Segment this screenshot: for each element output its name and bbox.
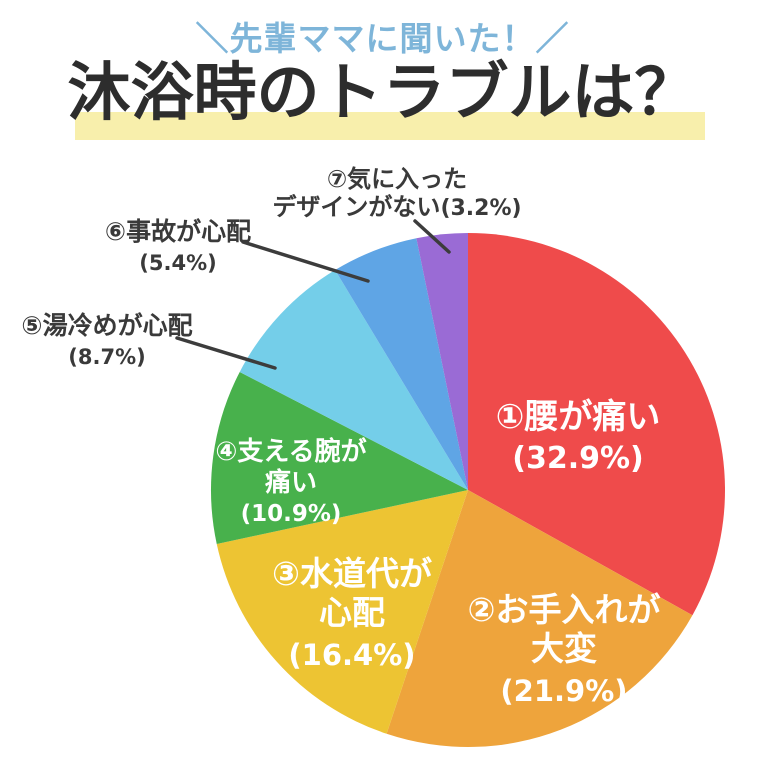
pie-slice-4: [211, 371, 468, 545]
page-title: 沐浴時のトラブルは？: [67, 56, 698, 129]
tagline: ＼先輩ママに聞いた！／: [195, 19, 570, 58]
pie-label-7: ⑦気に入った デザインがない(3.2%): [272, 165, 521, 222]
pie-label-2-percent: (21.9%): [500, 673, 628, 708]
pie-label-6-percent: (5.4%): [139, 250, 217, 275]
leader-line-slice5: [175, 336, 277, 370]
pie-label-6-text: ⑥事故が心配: [104, 217, 252, 246]
pie-label-3-text: ③水道代が: [272, 554, 432, 593]
pie-label-7-percent: (3.2%): [440, 196, 522, 222]
pie-slice-6: [335, 238, 468, 490]
pie-slice-1: [468, 233, 725, 616]
pie-label-4-text2: 痛い: [264, 467, 318, 498]
pie-label-2-text: ②お手入れが: [467, 590, 661, 629]
title-block: 沐浴時のトラブルは？: [0, 50, 765, 146]
pie-label-7-text2-part: デザインがない: [272, 193, 441, 222]
pie-label-2-text2: 大変: [530, 628, 597, 668]
pie-label-3-text2: 心配: [318, 592, 385, 632]
pie-label-4-text: ④支える腕が: [215, 437, 367, 467]
pie-label-1-percent: (32.9%): [512, 441, 644, 477]
pie-label-7-text2: デザインがない(3.2%): [272, 193, 521, 222]
pie-slices: [211, 233, 725, 747]
pie-slice-5: [239, 270, 468, 490]
pie-label-3-percent: (16.4%): [288, 637, 416, 672]
pie-label-6: ⑥事故が心配 (5.4%): [105, 217, 251, 275]
pie-slice-3: [216, 490, 468, 734]
pie-label-2: ②お手入れが 大変 (21.9%): [467, 590, 661, 708]
pie-label-4-percent: (10.9%): [240, 501, 342, 528]
pie-label-1-text: ①腰が痛い: [495, 397, 661, 437]
leader-line-slice7: [413, 219, 451, 254]
pie-label-5-percent: (8.7%): [68, 344, 146, 369]
pie-label-7-text: ⑦気に入った: [326, 165, 468, 193]
title-highlight-bar: [75, 112, 705, 140]
pie-label-5-text: ⑤湯冷めが心配: [21, 311, 193, 340]
pie-label-1: ①腰が痛い (32.9%): [496, 397, 661, 477]
pie-slice-7: [416, 233, 468, 490]
leader-line-slice6: [241, 240, 370, 283]
pie-label-3: ③水道代が 心配 (16.4%): [272, 554, 432, 672]
pie-label-4: ④支える腕が 痛い (10.9%): [215, 437, 366, 528]
pie-slice-2: [386, 490, 693, 747]
pie-label-5: ⑤湯冷めが心配 (8.7%): [21, 311, 192, 369]
